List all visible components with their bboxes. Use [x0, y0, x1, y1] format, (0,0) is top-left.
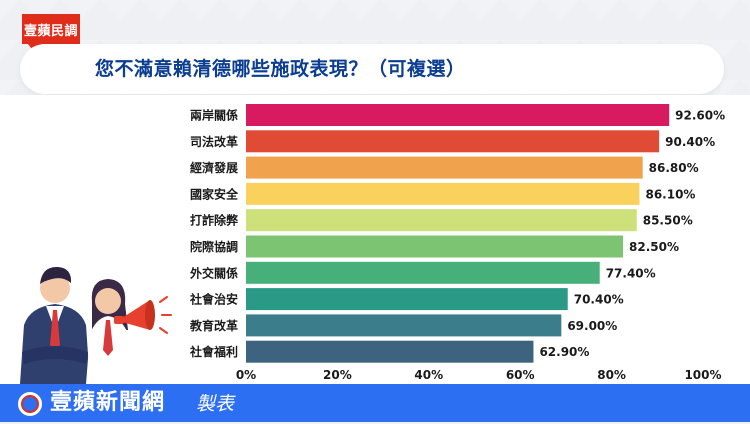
brand-logo-icon [18, 392, 42, 416]
bar [246, 156, 643, 179]
person-man-hair [40, 266, 72, 284]
footer-bar [0, 384, 750, 422]
x-tick-label: 100% [684, 368, 721, 382]
value-label: 69.00% [567, 319, 617, 333]
category-label: 國家安全 [190, 186, 239, 201]
title-bar [20, 44, 724, 94]
bar [246, 182, 640, 205]
value-label: 70.40% [574, 293, 624, 307]
chart-title: 您不滿意賴清德哪些施政表現？（可複選） [95, 58, 466, 80]
category-label: 打詐除弊 [190, 213, 239, 228]
x-tick-label: 40% [414, 368, 443, 382]
bar [246, 209, 637, 232]
value-label: 77.40% [606, 266, 656, 280]
illustration-people [20, 266, 172, 384]
bar [246, 104, 670, 126]
value-label: 90.40% [665, 135, 715, 149]
value-label: 86.80% [649, 161, 699, 175]
value-label: 86.10% [645, 187, 695, 201]
person-man-head [40, 273, 70, 303]
bar [246, 340, 534, 363]
value-label: 92.60% [675, 109, 725, 123]
value-label: 85.50% [643, 214, 693, 228]
bar [246, 235, 624, 258]
x-tick-label: 60% [506, 368, 535, 382]
person-man-tie [50, 310, 60, 352]
bar [246, 130, 660, 153]
category-label: 院際協調 [190, 239, 238, 254]
category-label: 教育改革 [189, 318, 238, 333]
poll-tag: 壹蘋民調 [22, 14, 80, 44]
person-woman-head [95, 288, 121, 314]
megaphone-icon [114, 296, 172, 334]
bar [246, 288, 568, 311]
category-label: 外交關係 [190, 265, 238, 280]
category-label: 經濟發展 [190, 160, 238, 175]
footer-brand: 壹蘋新聞網 [50, 390, 166, 415]
category-label: 社會治安 [189, 292, 238, 307]
person-woman-tie [103, 320, 113, 356]
footer-suffix: 製表 [196, 393, 235, 415]
bar [246, 261, 600, 284]
x-tick-label: 20% [323, 368, 352, 382]
value-label: 62.90% [539, 345, 589, 359]
x-tick-label: 80% [597, 368, 626, 382]
category-label: 社會福利 [189, 344, 238, 359]
bar [246, 314, 562, 337]
category-label: 司法改革 [190, 134, 238, 149]
bars-layer: 兩岸關係 92.60% 司法改革 90.40% 經濟發展 86.80% 國家安全 86.10%… [189, 104, 725, 382]
x-tick-label: 0% [236, 368, 256, 382]
value-label: 82.50% [629, 240, 679, 254]
category-label: 兩岸關係 [190, 108, 238, 123]
person-man-arms [22, 346, 88, 364]
